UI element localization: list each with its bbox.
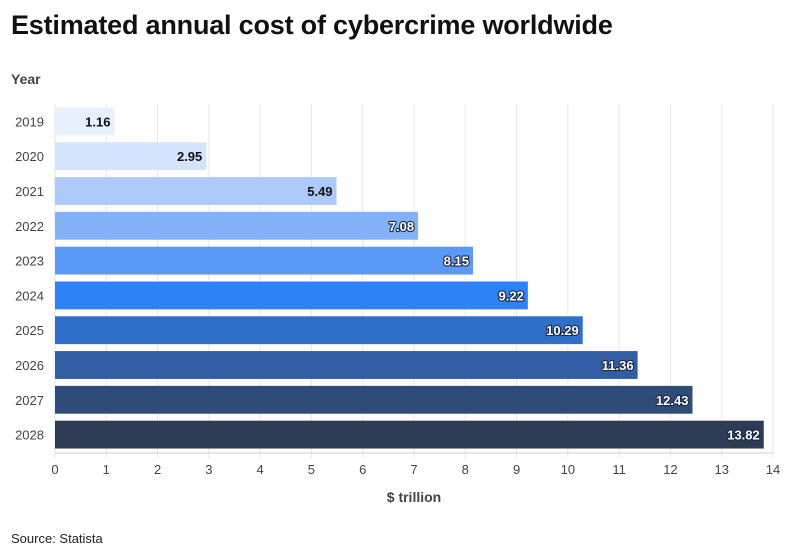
- data-label: 5.49: [307, 184, 332, 199]
- bar-2025: [55, 316, 583, 345]
- data-labels: 1.16 2.95 5.49 7.08 8.15 9.22 10.29 11.36 12.43 1…: [85, 114, 761, 443]
- chart-title: Estimated annual cost of cybercrime worl…: [11, 10, 613, 40]
- data-label: 7.08: [389, 219, 414, 234]
- x-tick-label: 0: [51, 462, 58, 477]
- data-label: 1.16: [85, 114, 110, 129]
- bar-2022: [55, 211, 419, 240]
- bar-2024: [55, 281, 528, 310]
- x-tick-label: 5: [308, 462, 315, 477]
- category-label: 2023: [15, 254, 44, 269]
- x-tick-label: 4: [257, 462, 264, 477]
- category-label: 2026: [15, 358, 44, 373]
- x-tick-label: 9: [513, 462, 520, 477]
- data-label: 12.43: [656, 393, 689, 408]
- data-label: 11.36: [602, 358, 634, 373]
- category-label: 2022: [15, 219, 44, 234]
- bar-2019: [55, 107, 115, 136]
- data-label: 9.22: [499, 288, 524, 303]
- category-label: 2027: [15, 393, 44, 408]
- x-tick-label: 7: [410, 462, 417, 477]
- data-label: 8.15: [444, 254, 469, 269]
- data-label: 13.82: [727, 428, 760, 443]
- x-tick-label: 6: [359, 462, 366, 477]
- category-labels: 2019 2020 2021 2022 2023 2024 2025 2026 2027 2028: [15, 114, 44, 442]
- category-label: 2024: [15, 288, 44, 303]
- category-label: 2025: [15, 323, 44, 338]
- bar-2028: [55, 420, 764, 449]
- data-label: 10.29: [546, 323, 579, 338]
- x-tick-label: 11: [612, 462, 626, 477]
- x-tick-label: 13: [714, 462, 728, 477]
- x-axis-title: $ trillion: [387, 489, 441, 505]
- y-axis-title: Year: [11, 71, 41, 87]
- bar-chart: 2019202020212022202320242025202620272028…: [15, 104, 780, 505]
- x-tick-label: 8: [462, 462, 469, 477]
- x-tick-label: 3: [205, 462, 212, 477]
- bar-2021: [55, 177, 337, 205]
- bar-2027: [55, 385, 693, 414]
- x-tick-label: 1: [103, 462, 110, 477]
- category-label: 2021: [15, 184, 44, 199]
- category-label: 2020: [15, 149, 44, 164]
- x-tick-label: 10: [561, 462, 575, 477]
- bar-2020: [55, 142, 207, 171]
- category-label: 2028: [15, 428, 44, 443]
- x-tick-labels: 0 1 2 3 4 5 6 7 8 9 10 11 12 13 14: [51, 462, 780, 477]
- x-tick-label: 14: [766, 462, 780, 477]
- bar-2026: [55, 351, 638, 379]
- bars: [55, 107, 764, 449]
- category-label: 2019: [15, 114, 44, 129]
- data-label: 2.95: [177, 149, 202, 164]
- x-tick-label: 12: [663, 462, 677, 477]
- bar-2023: [55, 246, 473, 275]
- x-tick-label: 2: [154, 462, 161, 477]
- source-note: Source: Statista: [11, 531, 103, 546]
